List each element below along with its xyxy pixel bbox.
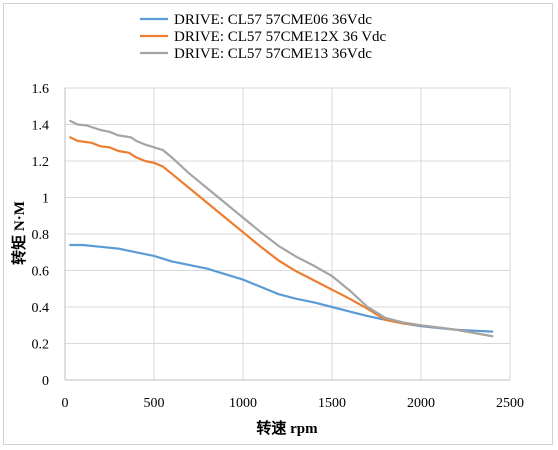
legend-label-1: DRIVE: CL57 57CME06 36Vdc: [174, 12, 372, 28]
series-line-1: [69, 243, 494, 333]
y-tick-label: 0.2: [32, 338, 50, 353]
y-tick-label: 1.4: [32, 119, 50, 134]
x-tick-label: 500: [144, 396, 165, 411]
x-tick-label: 0: [62, 396, 69, 411]
series-line-3: [69, 119, 494, 338]
y-axis-title: 转矩 N·M: [10, 201, 28, 265]
y-tick-label: 1.2: [32, 155, 50, 170]
x-tick-label: 1000: [229, 396, 257, 411]
y-tick-label: 1.6: [32, 82, 50, 97]
series-line-2: [69, 136, 494, 338]
y-tick-label: 0: [42, 374, 49, 389]
axis-layer: 0 0.2 0.4 0.6 0.8 1 1.2 1.4 1.6 0 500 1000 1500 2000 2…: [32, 82, 525, 411]
legend-label-2: DRIVE: CL57 57CME12X 36 Vdc: [174, 29, 387, 45]
x-tick-label: 1500: [318, 396, 346, 411]
x-tick-label: 2500: [496, 396, 524, 411]
x-tick-label: 2000: [407, 396, 435, 411]
y-tick-label: 1: [42, 192, 49, 207]
grid-layer: [65, 87, 511, 380]
y-tick-label: 0.4: [32, 301, 50, 316]
x-axis-title: 转速 rpm: [256, 419, 318, 437]
chart-frame: [3, 3, 553, 445]
y-tick-label: 0.8: [32, 228, 50, 243]
y-tick-label: 0.6: [32, 265, 50, 280]
legend-label-3: DRIVE: CL57 57CME13 36Vdc: [174, 46, 372, 62]
series-layer: [69, 119, 494, 338]
